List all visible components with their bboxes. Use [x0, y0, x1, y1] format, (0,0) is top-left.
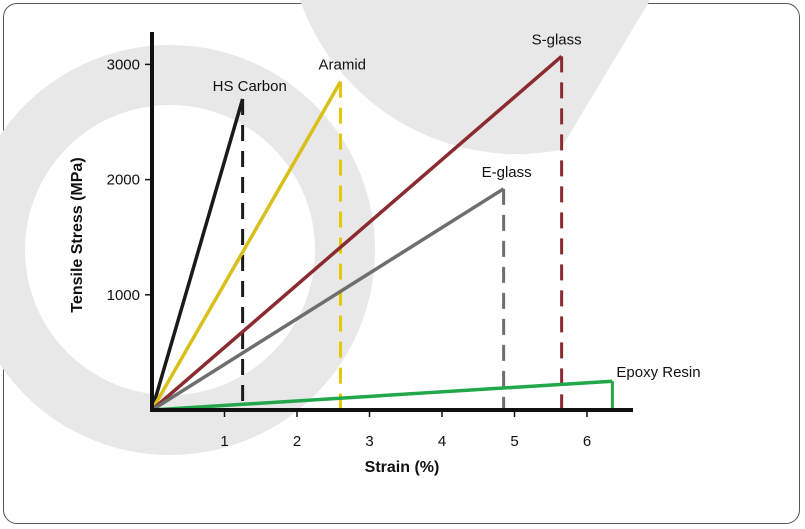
x-tick-label: 6 [583, 433, 591, 450]
x-tick-label: 5 [510, 433, 518, 450]
series-label-e-glass: E-glass [482, 164, 532, 181]
y-tick-label: 2000 [107, 172, 140, 189]
series-label-epoxy-resin: Epoxy Resin [616, 364, 700, 381]
series-label-s-glass: S-glass [532, 31, 582, 48]
y-axis-title: Tensile Stress (MPa) [69, 157, 86, 312]
x-tick-label: 1 [220, 433, 228, 450]
series-label-hs-carbon: HS Carbon [213, 78, 287, 95]
series-line-aramid [150, 80, 343, 411]
series-line-e-glass [151, 187, 505, 412]
series-line-hs-carbon [150, 98, 245, 411]
y-tick-label: 1000 [107, 287, 140, 304]
y-tick-label: 3000 [107, 56, 140, 73]
x-axis-title: Strain (%) [365, 459, 440, 476]
watermark-ring [0, 45, 375, 455]
series-line-epoxy-resin [151, 379, 613, 412]
x-tick-label: 4 [438, 433, 446, 450]
series-label-aramid: Aramid [319, 57, 367, 74]
x-tick-label: 3 [365, 433, 373, 450]
x-tick-label: 2 [293, 433, 301, 450]
series-line-s-glass [150, 55, 563, 412]
